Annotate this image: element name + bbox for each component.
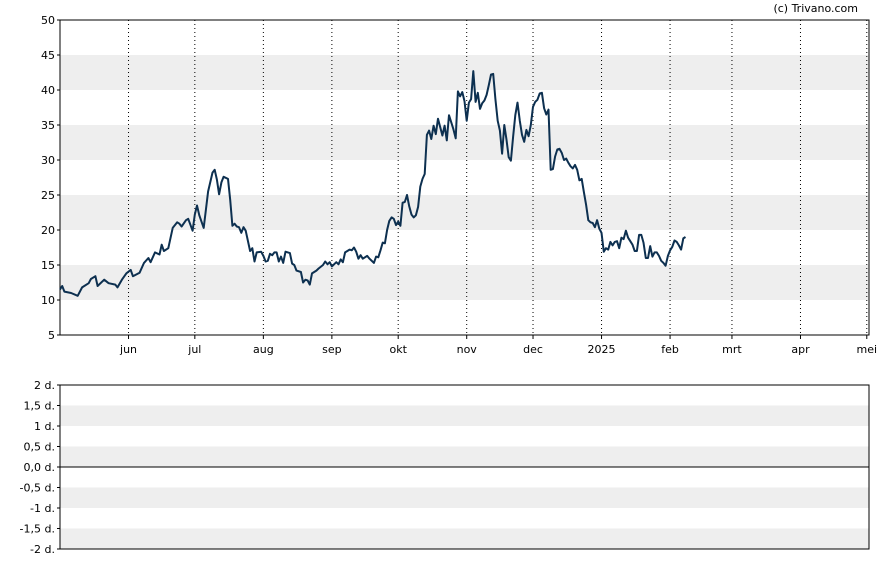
y-tick-label: 0,0 d. bbox=[24, 461, 55, 474]
plot-frame bbox=[59, 19, 870, 336]
y-tick-label: 1 d. bbox=[34, 420, 55, 433]
y-tick-label: 1,5 d. bbox=[24, 400, 55, 413]
y-tick-label: -1,5 d. bbox=[20, 523, 55, 536]
y-tick-label: -0,5 d. bbox=[20, 482, 55, 495]
grid-band bbox=[60, 125, 869, 160]
y-tick-label: 15 bbox=[41, 259, 55, 272]
dividend-chart: -2 d. -1,5 d. -1 d. -0,5 d. 0,0 d. 0,5 d. 1 d.… bbox=[20, 379, 870, 556]
y-tick-label: 20 bbox=[41, 224, 55, 237]
y-tick-label: 25 bbox=[41, 189, 55, 202]
y-tick-label: -2 d. bbox=[30, 543, 55, 556]
y-tick-label: 30 bbox=[41, 154, 55, 167]
y-tick-label: 45 bbox=[41, 49, 55, 62]
y-tick-label: 10 bbox=[41, 294, 55, 307]
credit-label: (c) Trivano.com bbox=[773, 2, 858, 15]
grid-band bbox=[60, 487, 869, 508]
grid-band bbox=[60, 405, 869, 426]
grid-band bbox=[60, 265, 869, 300]
x-tick-label: feb bbox=[661, 343, 679, 356]
x-tick-label: okt bbox=[389, 343, 407, 356]
price-series-line bbox=[59, 70, 687, 297]
x-tick-label: aug bbox=[253, 343, 274, 356]
x-tick-label: apr bbox=[791, 343, 810, 356]
grid-band bbox=[60, 528, 869, 549]
y-tick-label: 50 bbox=[41, 14, 55, 27]
x-tick-label: mei bbox=[857, 343, 878, 356]
y-tick-label: 0,5 d. bbox=[24, 441, 55, 454]
y-tick-label: 40 bbox=[41, 84, 55, 97]
y-tick-label: -1 d. bbox=[30, 502, 55, 515]
grid-band bbox=[60, 446, 869, 467]
x-tick-label: sep bbox=[322, 343, 341, 356]
grid-band bbox=[60, 55, 869, 90]
x-tick-label: mrt bbox=[722, 343, 742, 356]
x-tick-label: nov bbox=[457, 343, 478, 356]
y-tick-label: 5 bbox=[48, 329, 55, 342]
y-tick-label: 2 d. bbox=[34, 379, 55, 392]
y-tick-label: 35 bbox=[41, 119, 55, 132]
x-tick-label: dec bbox=[523, 343, 543, 356]
x-tick-label: 2025 bbox=[588, 343, 616, 356]
plot-frame bbox=[59, 384, 870, 550]
x-tick-label: jun bbox=[119, 343, 137, 356]
x-tick-label: jul bbox=[187, 343, 201, 356]
